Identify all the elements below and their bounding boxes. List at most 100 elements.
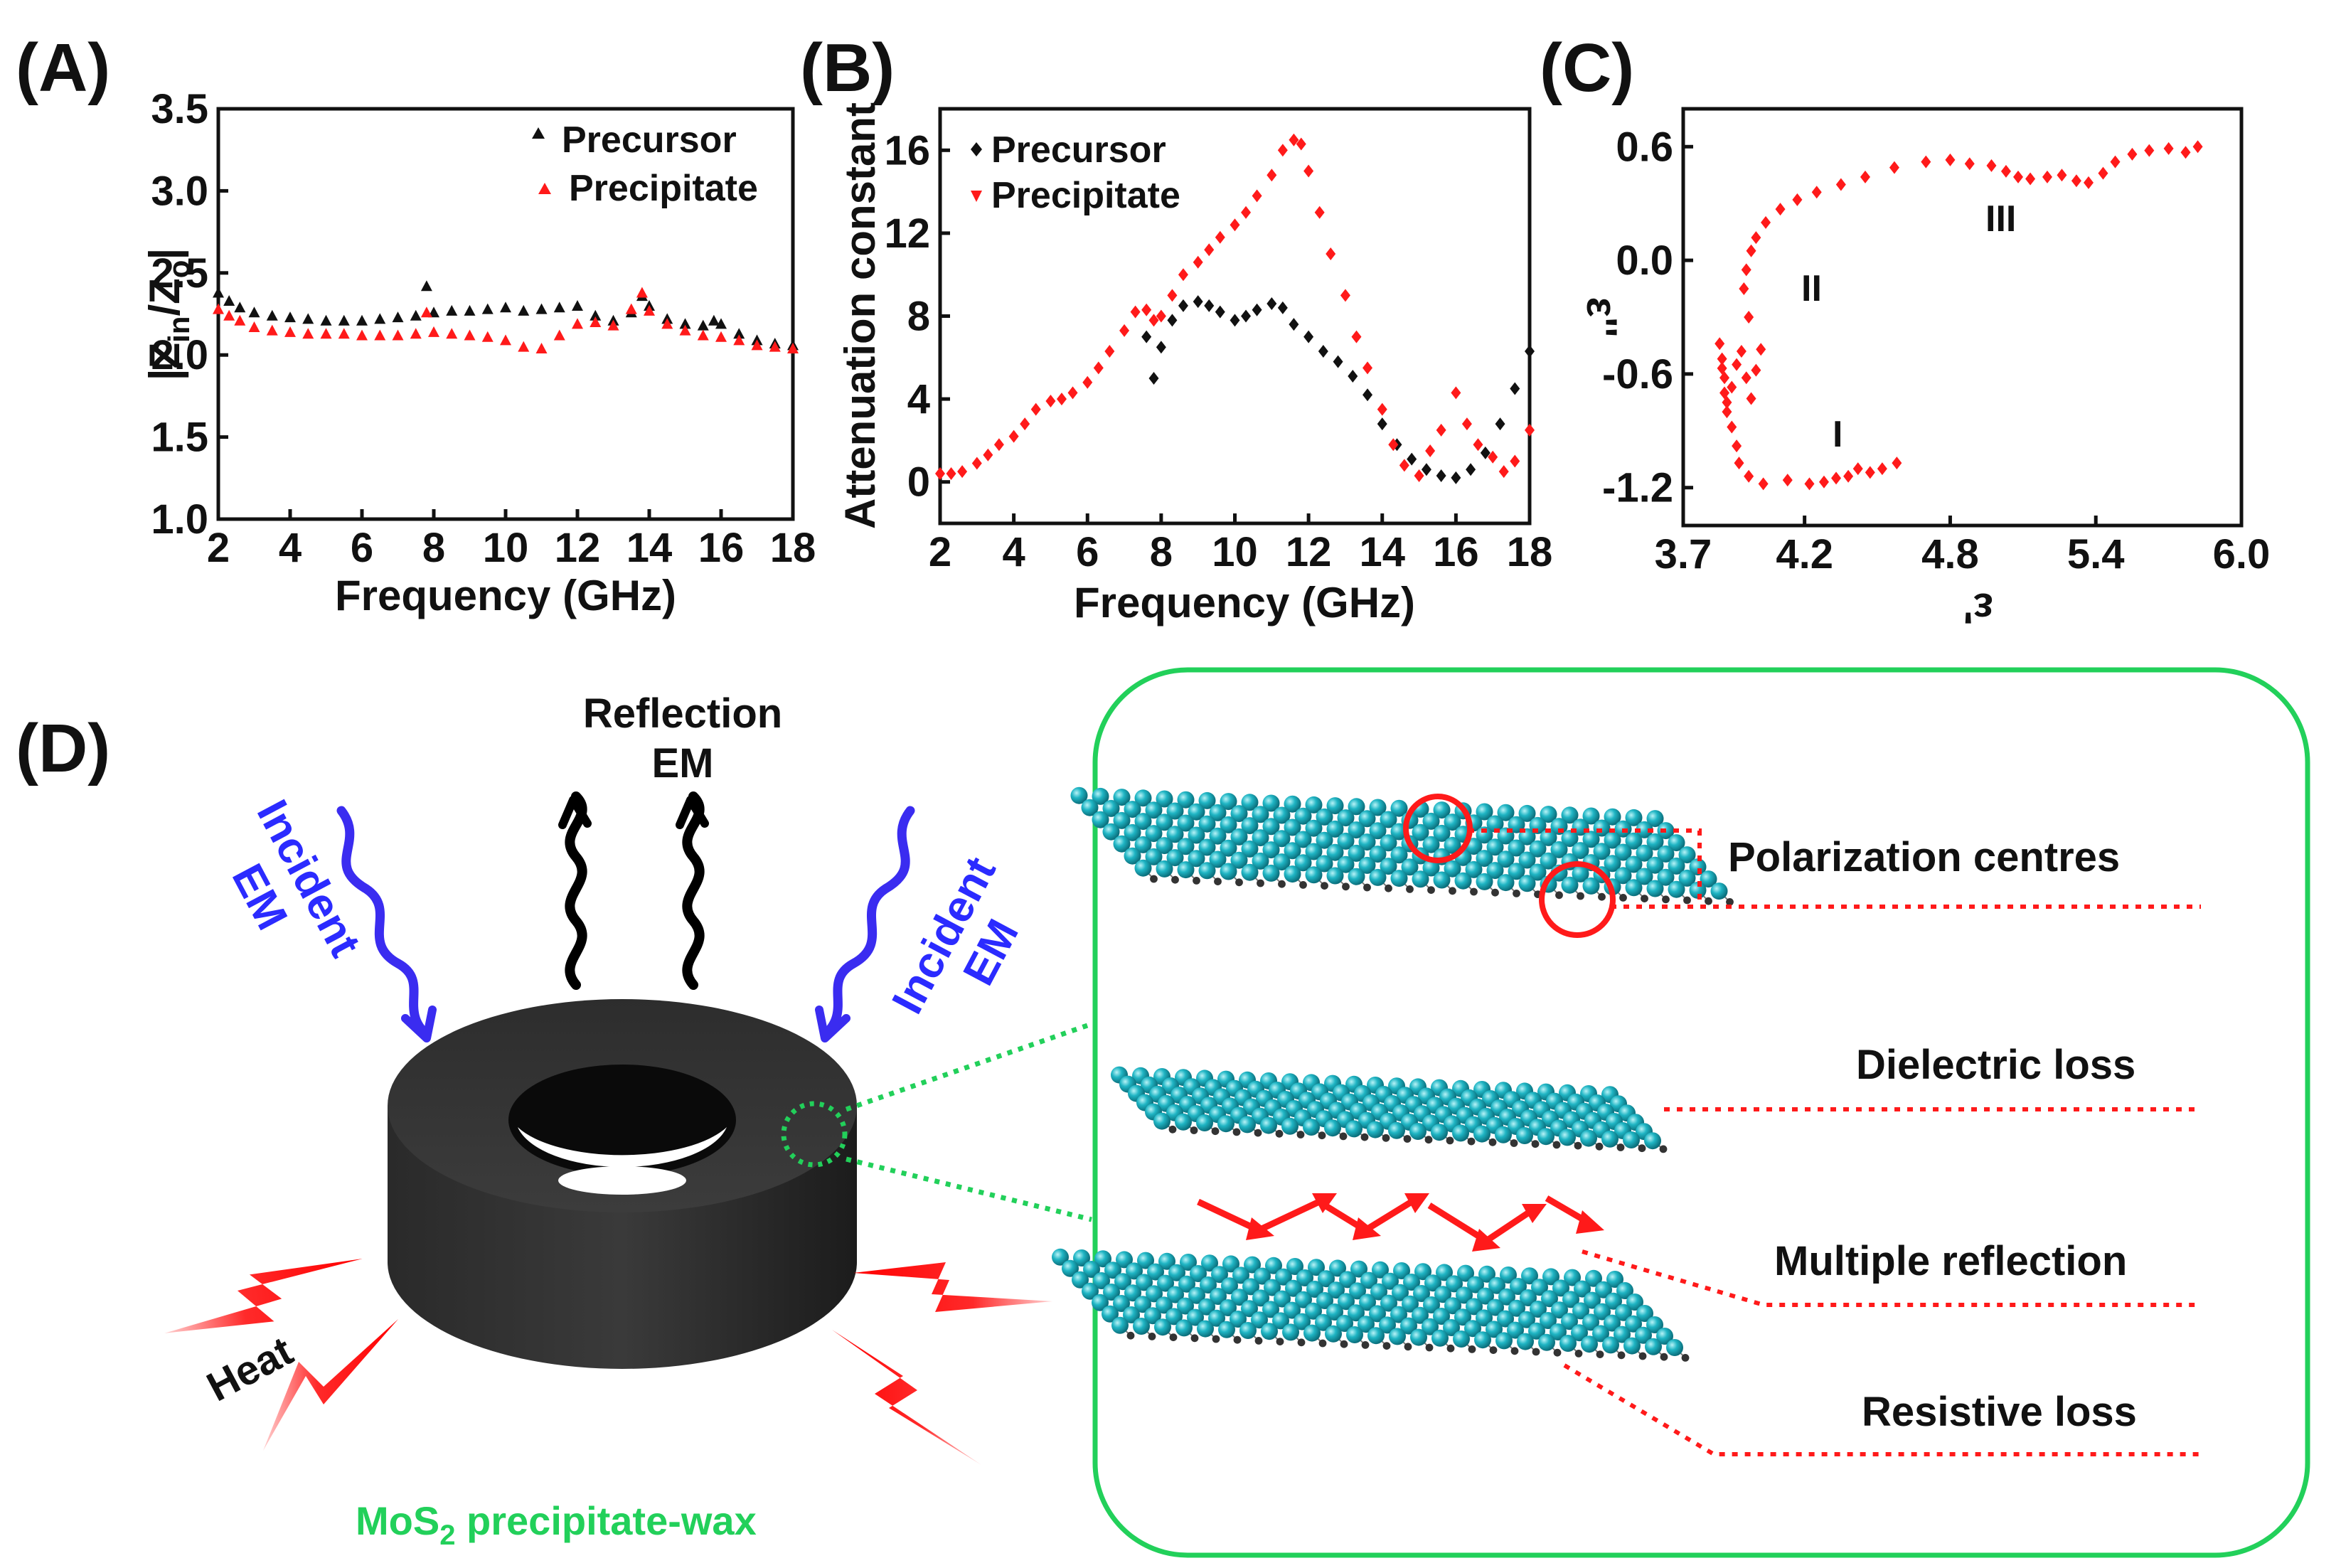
data-point bbox=[2180, 146, 2191, 159]
s-atom bbox=[1177, 838, 1195, 855]
s-atom bbox=[1572, 1302, 1589, 1320]
s-atom bbox=[1262, 1301, 1279, 1318]
data-point bbox=[420, 280, 432, 292]
s-atom bbox=[1336, 1315, 1353, 1332]
data-point bbox=[1843, 469, 1854, 483]
mo-atom bbox=[1641, 895, 1648, 902]
s-atom bbox=[1393, 1262, 1410, 1279]
s-atom bbox=[1230, 805, 1248, 823]
s-atom bbox=[1581, 1335, 1598, 1353]
s-atom bbox=[1604, 1314, 1621, 1332]
s-atom bbox=[1348, 868, 1365, 885]
s-atom bbox=[1403, 1274, 1420, 1291]
x-tick-label: 2 bbox=[207, 525, 230, 571]
s-atom bbox=[1221, 1277, 1238, 1295]
heat-bolt-left-upper bbox=[164, 1259, 363, 1333]
x-tick-label: 18 bbox=[1507, 529, 1553, 575]
s-atom bbox=[1072, 1271, 1089, 1289]
s-atom bbox=[1156, 837, 1173, 855]
mo-atom bbox=[1491, 888, 1499, 897]
s-atom bbox=[1678, 846, 1696, 864]
s-atom bbox=[1316, 831, 1333, 849]
s-atom bbox=[1326, 1303, 1343, 1321]
mo-atom bbox=[1532, 1348, 1540, 1356]
s-atom bbox=[1413, 1285, 1430, 1302]
data-point bbox=[1746, 392, 1756, 405]
data-point bbox=[1421, 463, 1431, 476]
s-atom bbox=[1273, 830, 1291, 848]
s-atom bbox=[1218, 1321, 1235, 1338]
s-atom bbox=[1446, 1275, 1463, 1293]
data-point bbox=[500, 302, 511, 313]
s-atom bbox=[1094, 1250, 1111, 1268]
s-atom bbox=[1070, 786, 1088, 804]
s-atom bbox=[1604, 855, 1621, 873]
data-point bbox=[302, 313, 314, 324]
mo-atom bbox=[1404, 1343, 1412, 1351]
s-atom bbox=[1369, 1305, 1386, 1323]
data-point bbox=[1964, 157, 1975, 171]
data-point bbox=[481, 303, 494, 314]
s-atom bbox=[1636, 1305, 1653, 1322]
mo-atom bbox=[1361, 1341, 1370, 1349]
y-tick-label: 8 bbox=[907, 294, 930, 340]
data-point bbox=[374, 313, 386, 324]
chart-a: 2 4 6 8 10 12 14 16 18 1.0 1.5 2.0 2.5 3.0 3.5 Precurs… bbox=[141, 86, 816, 619]
s-atom bbox=[1508, 1299, 1525, 1317]
s-atom bbox=[1656, 1328, 1673, 1345]
mo-atom bbox=[1126, 1331, 1135, 1340]
s-atom bbox=[1284, 865, 1301, 883]
s-atom bbox=[1625, 855, 1643, 873]
data-point bbox=[500, 334, 511, 346]
callout-multiple-reflection: Multiple reflection bbox=[1774, 1238, 2127, 1284]
panel-d-zoom-box: Polarization centres Dielectric loss Mul… bbox=[1052, 667, 2310, 1558]
data-point bbox=[320, 328, 332, 339]
mo-atom bbox=[1574, 1350, 1583, 1358]
data-point bbox=[590, 309, 602, 321]
data-point bbox=[957, 465, 968, 479]
s-atom bbox=[1265, 1257, 1282, 1274]
data-point bbox=[284, 326, 296, 337]
reflection-arrow-right bbox=[676, 791, 709, 990]
s-atom bbox=[1422, 1318, 1439, 1335]
s-atom bbox=[1497, 850, 1515, 868]
s-atom bbox=[1188, 1286, 1205, 1304]
data-point bbox=[1148, 371, 1159, 385]
data-point bbox=[1865, 466, 1875, 479]
data-point bbox=[2071, 174, 2081, 188]
s-atom bbox=[1198, 815, 1216, 833]
s-atom bbox=[1434, 1286, 1451, 1303]
data-point bbox=[1425, 444, 1436, 457]
data-point bbox=[1804, 477, 1815, 491]
data-point bbox=[356, 329, 368, 341]
mo-atom bbox=[1510, 1139, 1518, 1147]
data-point bbox=[266, 309, 278, 321]
chart-c-xlabel: ε' bbox=[1963, 585, 1994, 632]
mo-atom bbox=[1510, 1347, 1519, 1355]
data-point bbox=[1303, 330, 1314, 343]
data-point bbox=[248, 321, 260, 332]
s-atom bbox=[1550, 1323, 1567, 1340]
x-tick-label: 6 bbox=[351, 525, 373, 571]
x-tick-label: 12 bbox=[1286, 529, 1332, 575]
s-atom bbox=[1254, 1267, 1271, 1285]
s-atom bbox=[1476, 873, 1493, 890]
data-point bbox=[1525, 345, 1535, 358]
data-point bbox=[356, 314, 368, 326]
s-atom bbox=[1198, 791, 1216, 809]
mo-atom bbox=[1168, 1125, 1177, 1134]
data-point bbox=[1510, 382, 1520, 395]
x-tick-label: 4.2 bbox=[1776, 531, 1833, 577]
s-atom bbox=[1537, 1128, 1555, 1146]
data-point bbox=[1277, 144, 1288, 157]
s-atom bbox=[1476, 1309, 1493, 1327]
mo-atom bbox=[1662, 895, 1670, 904]
s-atom bbox=[1305, 796, 1323, 814]
mo-atom bbox=[1574, 1141, 1582, 1150]
s-atom bbox=[1369, 822, 1387, 840]
data-point bbox=[1744, 311, 1754, 324]
y-tick-label: 16 bbox=[884, 127, 930, 174]
s-atom bbox=[1657, 868, 1675, 886]
data-point bbox=[1488, 450, 1498, 464]
data-point bbox=[1831, 471, 1842, 485]
